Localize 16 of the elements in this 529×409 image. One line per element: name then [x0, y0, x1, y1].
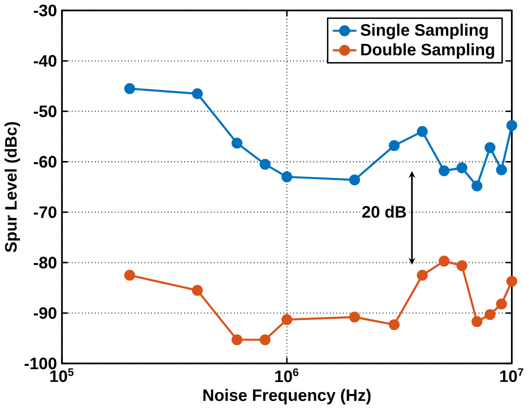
y-tick-label: -100 [24, 358, 56, 370]
y-tick-label: -30 [34, 4, 56, 16]
x-axis-title: Noise Frequency (Hz) [203, 388, 371, 404]
y-axis-title: Spur Level (dBc) [4, 122, 20, 252]
legend-label: Double Sampling [361, 43, 494, 59]
x-tick-label: 10$^{5}$ [50, 368, 74, 382]
annotation: 20 dB [362, 206, 406, 218]
y-tick-label: -80 [34, 256, 56, 268]
x-tick-label: 10$^{6}$ [275, 368, 298, 382]
y-tick-label: -50 [34, 106, 56, 118]
y-tick-label: -70 [34, 206, 56, 218]
legend-label: Single Sampling [360, 24, 488, 40]
y-tick-label: -40 [34, 55, 56, 67]
x-tick-label: 10$^{7}$ [500, 368, 524, 382]
y-tick-label: -60 [34, 156, 56, 168]
y-tick-label: -90 [34, 307, 56, 319]
